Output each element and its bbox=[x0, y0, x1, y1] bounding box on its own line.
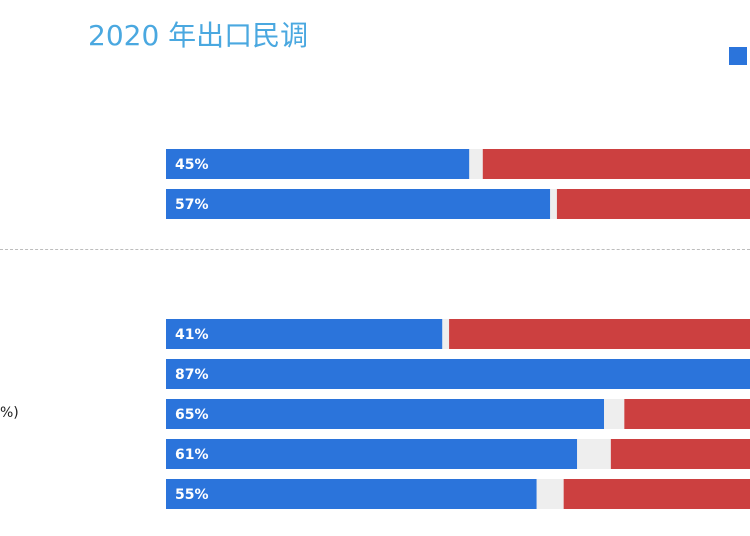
bar-blue-g1-r2 bbox=[166, 189, 551, 219]
chart-title: 2020 年出口民调 bbox=[88, 19, 309, 52]
bar-red-g2-r1 bbox=[449, 319, 750, 349]
bar-blue-g1-r1 bbox=[166, 149, 470, 179]
bar-value-label: 45% bbox=[175, 157, 209, 173]
bar-blue-g2-r4 bbox=[166, 439, 578, 469]
bar-gray-g2-r5 bbox=[536, 479, 564, 509]
group-divider bbox=[0, 249, 750, 250]
bar-blue-g2-r1 bbox=[166, 319, 443, 349]
side-label: %) bbox=[0, 405, 19, 421]
bar-blue-g2-r3 bbox=[166, 399, 605, 429]
bar-gray-g2-r4 bbox=[577, 439, 611, 469]
bar-gray-g2-r1 bbox=[442, 319, 450, 349]
bar-gray-g2-r3 bbox=[604, 399, 625, 429]
bar-red-g2-r4 bbox=[610, 439, 750, 469]
bar-blue-g2-r5 bbox=[166, 479, 537, 509]
bar-red-g1-r1 bbox=[482, 149, 750, 179]
bar-value-label: 55% bbox=[175, 487, 209, 503]
bar-value-label: 41% bbox=[175, 327, 209, 343]
bar-red-g2-r5 bbox=[563, 479, 750, 509]
bar-value-label: 57% bbox=[175, 197, 209, 213]
bar-value-label: 61% bbox=[175, 447, 209, 463]
bar-gray-g1-r2 bbox=[550, 189, 557, 219]
bar-blue-g2-r2 bbox=[166, 359, 750, 389]
bar-value-label: 65% bbox=[175, 407, 209, 423]
legend-swatch-blue bbox=[729, 47, 747, 65]
bar-value-label: 87% bbox=[175, 367, 209, 383]
bar-red-g1-r2 bbox=[556, 189, 750, 219]
bar-gray-g1-r1 bbox=[469, 149, 483, 179]
bar-red-g2-r3 bbox=[624, 399, 750, 429]
